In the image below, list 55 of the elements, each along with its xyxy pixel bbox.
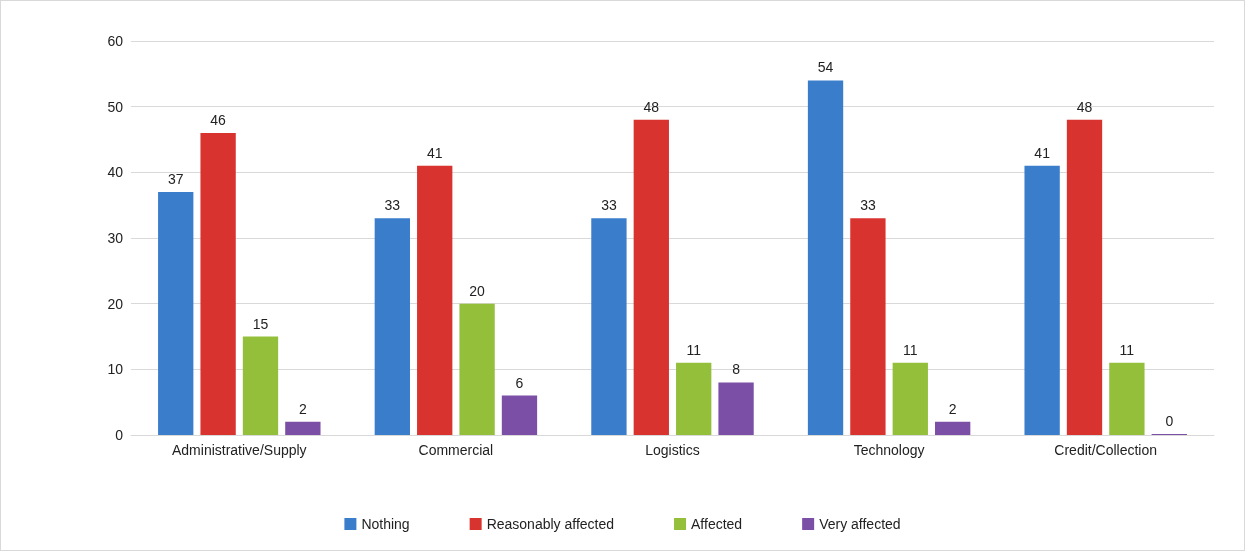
data-label: 33 [384,197,401,214]
y-tick-label: 60 [107,33,124,49]
bar [718,382,754,435]
data-label: 2 [298,400,307,417]
bar [417,165,453,435]
bar [935,421,971,435]
y-tick-label: 20 [107,295,124,312]
bar [892,362,928,435]
bar [158,192,194,435]
data-label: 41 [426,144,443,161]
legend-label: Nothing [361,516,410,532]
y-tick-label: 40 [107,164,124,181]
bar [459,303,495,435]
data-label: 48 [1076,98,1093,115]
bar [807,80,844,435]
bar [1109,362,1145,435]
bar [200,132,236,435]
x-tick-label: Administrative/Supply [171,442,307,458]
legend-label: Reasonably affected [486,516,615,532]
data-label: 54 [817,59,834,76]
data-label: 46 [210,111,227,128]
y-tick-label: 10 [107,361,124,378]
data-label: 11 [1119,341,1135,358]
y-tick-label: 50 [107,98,124,115]
data-label: 20 [469,282,486,299]
x-tick-label: Technology [853,442,925,458]
x-tick-label: Commercial [418,442,494,458]
data-label: 8 [732,361,741,378]
data-label: 33 [601,197,617,214]
bar [242,336,279,435]
bar [285,421,321,435]
data-label: 41 [1034,144,1051,161]
y-tick-label: 30 [107,230,124,246]
bar [501,395,538,435]
data-label: 37 [167,171,184,188]
x-tick-label: Credit/Collection [1054,442,1158,458]
bar [850,218,886,435]
data-label: 2 [948,400,957,417]
y-tick-label: 0 [115,427,124,443]
bar [374,218,410,435]
bar [1066,119,1103,435]
data-label: 11 [903,341,918,358]
bar [633,119,669,435]
x-tick-label: Logistics [645,442,700,458]
data-label: 11 [686,341,702,358]
data-label: 33 [860,197,876,214]
data-label: 6 [515,374,524,391]
bar [591,218,627,435]
bar [1024,165,1060,435]
data-label: 15 [252,315,269,332]
legend-label: Very affected [819,516,901,532]
bar [676,362,712,435]
legend-label: Affected [691,516,743,532]
data-label: 0 [1165,413,1174,429]
data-label: 48 [643,98,660,115]
